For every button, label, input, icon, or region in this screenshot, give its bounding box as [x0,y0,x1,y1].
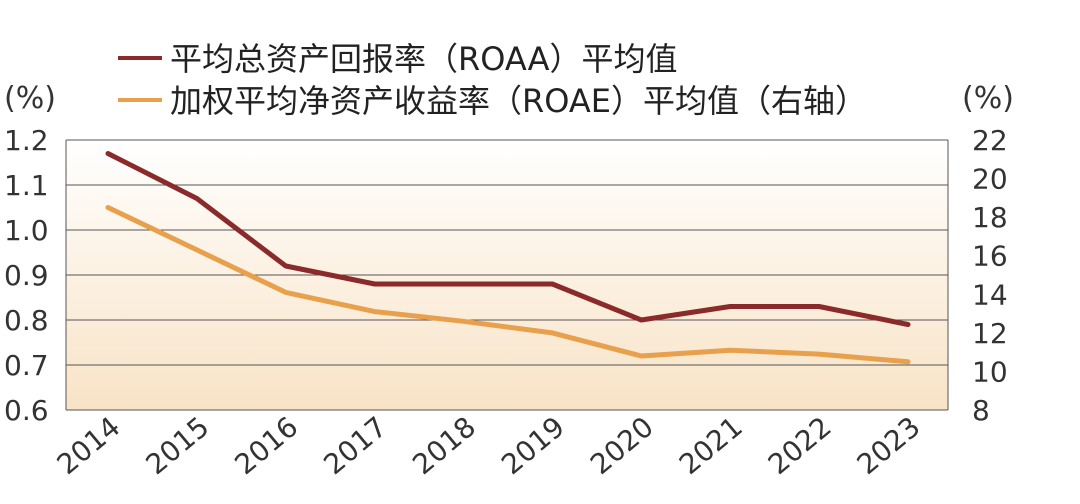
x-tick-label: 2023 [851,410,927,481]
right-tick-label: 20 [972,163,1008,196]
right-tick-label: 22 [972,124,1008,157]
left-tick-label: 0.7 [4,349,49,382]
left-tick-label: 0.8 [4,304,49,337]
x-tick-label: 2016 [228,410,304,481]
left-tick-label: 1.0 [4,214,49,247]
right-tick-label: 8 [972,394,990,427]
x-tick-label: 2015 [140,410,216,481]
legend-label-roae: 加权平均净资产收益率（ROAE）平均值（右轴） [170,82,867,120]
x-tick-label: 2022 [762,410,838,481]
right-axis-unit: (%) [962,81,1014,116]
x-tick-label: 2019 [495,410,571,481]
right-tick-label: 14 [972,278,1008,311]
left-tick-label: 1.1 [4,169,49,202]
right-tick-label: 16 [972,240,1008,273]
left-axis-unit: (%) [4,81,56,116]
left-tick-label: 0.9 [4,259,49,292]
x-tick-label: 2020 [584,410,660,481]
right-tick-label: 12 [972,317,1008,350]
right-tick-label: 10 [972,355,1008,388]
legend-label-roaa: 平均总资产回报率（ROAA）平均值 [170,40,678,78]
right-tick-label: 18 [972,201,1008,234]
x-tick-label: 2018 [406,410,482,481]
series-line-roae [105,205,911,365]
x-tick-label: 2014 [51,410,127,481]
left-tick-label: 1.2 [4,124,49,157]
x-tick-label: 2021 [673,410,749,481]
x-tick-label: 2017 [317,410,393,481]
left-tick-label: 0.6 [4,394,49,427]
series-line-roaa [105,151,911,327]
